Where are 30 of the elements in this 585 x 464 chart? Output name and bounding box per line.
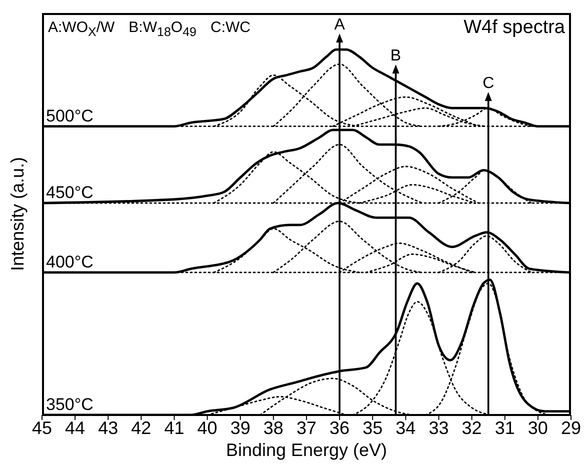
x-tick-label: 38	[263, 418, 284, 438]
ref-line-label: B	[390, 48, 402, 65]
x-tick-label: 37	[296, 418, 317, 438]
x-tick-label: 45	[32, 418, 52, 438]
x-tick-label: 30	[528, 418, 548, 438]
text: W4f spectra	[464, 17, 565, 39]
x-tick-label: 43	[98, 418, 118, 438]
x-tick-label: 39	[230, 418, 250, 438]
series-label: 400°C	[46, 252, 94, 272]
series-label: 500°C	[46, 106, 94, 126]
x-tick-label: 41	[164, 418, 184, 438]
x-tick-label: 40	[197, 418, 218, 438]
x-tick-label: 42	[131, 418, 152, 438]
x-tick-label: 33	[428, 418, 449, 438]
x-tick-label: 31	[494, 418, 515, 438]
x-tick-label: 32	[462, 418, 482, 438]
text: B:W$_{18}$O$_{49}$	[128, 19, 196, 39]
x-axis-title: Binding Energy (eV)	[226, 440, 388, 460]
x-tick-label: 44	[65, 418, 86, 438]
text: C:WC	[210, 19, 250, 38]
text: A:WO$_{X}$/W	[48, 19, 115, 39]
x-tick-label: 36	[330, 418, 350, 438]
x-tick-label: 34	[396, 418, 416, 438]
ref-line-label: C	[482, 74, 494, 92]
y-axis-title: Intensity (a.u.)	[8, 156, 28, 272]
series-label: 450°C	[46, 183, 94, 202]
series-label: 350°C	[46, 395, 94, 414]
ref-line-label: A	[334, 16, 346, 34]
x-tick-label: 29	[560, 418, 582, 438]
x-tick-label: 35	[362, 418, 383, 438]
